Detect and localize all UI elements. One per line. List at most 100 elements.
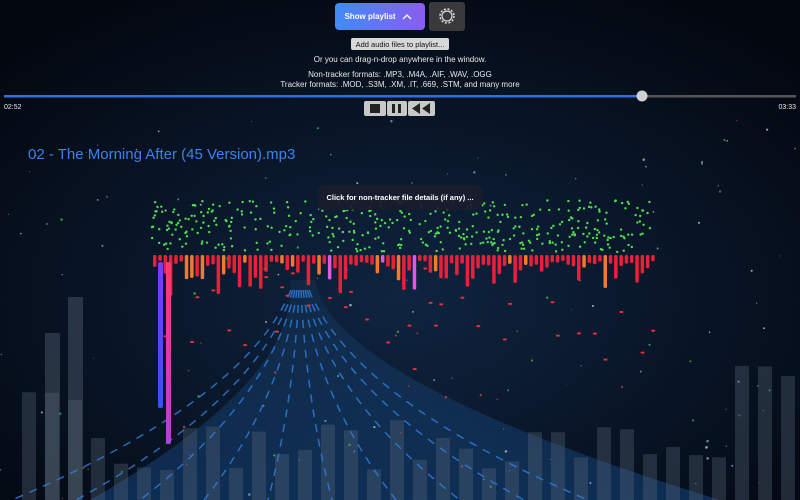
spectrum-bar bbox=[550, 255, 554, 263]
star bbox=[60, 218, 63, 221]
show-playlist-label[interactable]: Show playlist bbox=[344, 12, 396, 21]
spectrum-bar bbox=[338, 255, 342, 294]
skyline-bar bbox=[482, 468, 496, 500]
star bbox=[479, 393, 483, 397]
skyline-bar bbox=[298, 449, 312, 500]
wave-dot bbox=[400, 243, 403, 247]
details-button[interactable] bbox=[318, 185, 482, 210]
wave-dot bbox=[421, 241, 425, 244]
wave-dot bbox=[166, 247, 169, 251]
wave-dot bbox=[230, 245, 234, 248]
wave-dot bbox=[578, 245, 582, 248]
progress-knob[interactable] bbox=[636, 90, 648, 102]
wave-dot bbox=[582, 232, 585, 236]
spectrum-bar bbox=[200, 255, 205, 280]
skyline-bar bbox=[22, 392, 36, 500]
wave-dot bbox=[256, 248, 259, 251]
star bbox=[19, 232, 22, 235]
star bbox=[82, 466, 85, 470]
wave-dot bbox=[173, 208, 176, 211]
star bbox=[200, 342, 202, 344]
details-label[interactable]: Click for non-tracker file details (if a… bbox=[326, 193, 474, 202]
add-files-button[interactable] bbox=[351, 38, 449, 50]
star bbox=[411, 182, 413, 184]
wave-dot bbox=[178, 238, 181, 241]
wave-dot bbox=[312, 217, 315, 221]
add-files-label[interactable]: Add audio files to playlist... bbox=[355, 40, 445, 49]
wave-dot bbox=[180, 225, 183, 229]
spectrum-bar bbox=[396, 255, 401, 281]
wave-dot bbox=[202, 214, 205, 218]
spectrum-bar bbox=[227, 255, 231, 269]
spectrum-bar bbox=[465, 255, 470, 287]
spectrum-peak bbox=[264, 276, 269, 279]
skyline-bar bbox=[643, 454, 657, 500]
star bbox=[40, 411, 43, 414]
wave-dot bbox=[471, 224, 474, 228]
star bbox=[177, 198, 180, 201]
star bbox=[87, 468, 89, 470]
wave-dot bbox=[554, 243, 557, 246]
star bbox=[691, 419, 695, 422]
spectrum-peak bbox=[386, 341, 391, 344]
wave-dot bbox=[284, 224, 288, 228]
wave-dot bbox=[514, 216, 517, 219]
skyline-bar bbox=[712, 457, 726, 500]
star bbox=[483, 478, 485, 481]
skyline-bar bbox=[68, 399, 82, 500]
spectrum-peak bbox=[502, 338, 507, 341]
rewind-icon bbox=[412, 103, 430, 114]
wave-dot bbox=[595, 236, 599, 240]
wave-dot bbox=[174, 228, 177, 231]
star bbox=[779, 255, 781, 257]
spectrum-bar bbox=[174, 255, 178, 264]
star bbox=[575, 178, 577, 180]
wave-dot bbox=[512, 234, 516, 237]
wave-dot bbox=[169, 242, 172, 245]
wave-dot bbox=[646, 211, 649, 215]
settings-button[interactable] bbox=[429, 2, 465, 31]
spectrum-peak bbox=[227, 329, 232, 332]
wave-dot bbox=[470, 235, 474, 238]
star bbox=[7, 213, 9, 215]
wave-dot bbox=[171, 233, 174, 236]
wave-dot bbox=[402, 227, 406, 230]
spectrum-peak bbox=[327, 297, 332, 300]
wave-dot bbox=[606, 243, 610, 246]
wave-dot bbox=[499, 220, 502, 224]
star bbox=[697, 221, 701, 224]
spectrum-peak bbox=[280, 286, 285, 289]
wave-dot bbox=[289, 226, 292, 229]
star bbox=[725, 445, 727, 447]
wave-dot bbox=[343, 209, 346, 212]
wave-dot bbox=[359, 248, 362, 252]
wave-dot bbox=[586, 221, 589, 225]
star bbox=[96, 144, 99, 146]
wave-dot bbox=[591, 236, 595, 240]
wave-dot bbox=[548, 241, 552, 245]
wave-dot bbox=[489, 241, 493, 244]
wave-dot bbox=[596, 219, 600, 222]
spectrum-bar bbox=[322, 255, 327, 264]
star bbox=[390, 119, 393, 123]
elapsed-time: 02:52 bbox=[4, 104, 22, 111]
show-playlist-button[interactable] bbox=[335, 3, 425, 30]
wave-dot bbox=[311, 234, 314, 237]
star bbox=[411, 310, 415, 313]
wave-dot bbox=[619, 234, 623, 238]
wave-dot bbox=[487, 216, 490, 219]
spectrum-bar bbox=[592, 255, 597, 265]
wave-dot bbox=[308, 230, 312, 233]
wave-dot bbox=[561, 248, 564, 252]
wave-dot bbox=[490, 228, 494, 232]
wave-dot bbox=[439, 241, 442, 244]
wave-dot bbox=[530, 227, 534, 231]
wave-dot bbox=[398, 243, 401, 246]
spectrum-peak bbox=[476, 325, 481, 328]
spectrum-peak bbox=[460, 296, 465, 299]
wave-dot bbox=[484, 210, 487, 213]
lane-line bbox=[139, 289, 296, 500]
gear-teeth bbox=[439, 8, 455, 24]
wave-dot bbox=[193, 214, 196, 218]
pause-button[interactable] bbox=[387, 101, 407, 116]
